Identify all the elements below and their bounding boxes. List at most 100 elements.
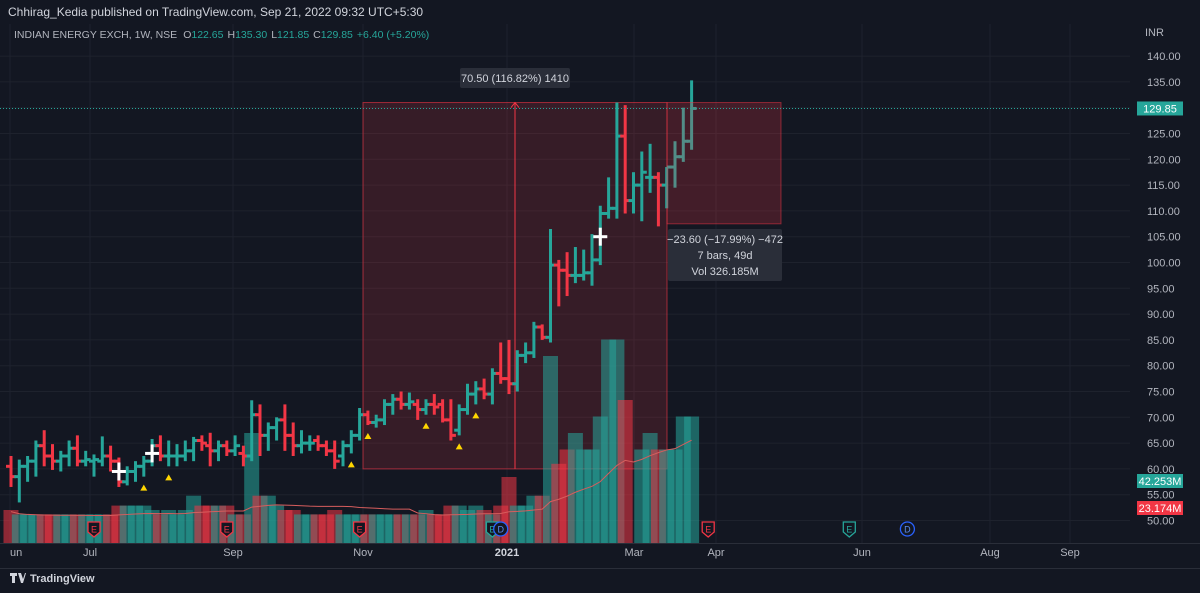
volume-bar	[684, 416, 700, 543]
ohlc-bar	[196, 435, 207, 451]
ohlc-bar	[213, 440, 224, 462]
price-chart[interactable]: 70.50 (116.82%) 1410 −23.60 (−17.99%) −47…	[0, 24, 1200, 568]
volume-ma-badge	[1137, 501, 1183, 515]
y-tick-label: 125.00	[1147, 129, 1181, 141]
range-label-2-line: Vol 326.185M	[691, 266, 758, 278]
ohlc-bar	[138, 456, 149, 477]
x-tick-label: 2021	[495, 547, 519, 559]
y-tick-label: 100.00	[1147, 258, 1181, 270]
y-tick-label: 50.00	[1147, 516, 1175, 528]
legend-o-value: 122.65	[191, 29, 223, 41]
y-tick-label: 65.00	[1147, 438, 1175, 450]
range-label-bg-1	[460, 68, 570, 88]
ohlc-bar	[429, 394, 440, 415]
ohlc-bar	[279, 404, 290, 451]
event-badge: E	[701, 521, 715, 538]
earnings-badge-shape	[220, 521, 234, 538]
ohlc-bar	[288, 422, 299, 456]
signal-marker-triangle	[347, 461, 355, 468]
y-tick-label: 110.00	[1147, 206, 1180, 218]
range-label-bg-2	[668, 229, 782, 281]
volume-badge	[1137, 474, 1183, 488]
y-tick-label: 80.00	[1147, 361, 1175, 373]
legend-change: +6.40 (+5.20%)	[357, 29, 429, 41]
ohlc-bar	[97, 436, 108, 467]
event-badge-label: D	[497, 525, 504, 535]
earnings-badge-shape	[842, 521, 856, 538]
ohlc-bar	[346, 430, 357, 454]
event-badge: E	[352, 521, 367, 538]
currency-label: INR	[1145, 27, 1164, 39]
event-badge-label: E	[91, 525, 97, 535]
event-badge-label: E	[489, 525, 495, 535]
tradingview-logo[interactable]: TradingView	[10, 573, 95, 585]
event-badge: E	[842, 521, 856, 538]
legend-l-label: L	[271, 29, 277, 41]
volume-bar	[617, 400, 633, 543]
legend-symbol: INDIAN ENERGY EXCH, 1W, NSE	[14, 29, 177, 41]
footer-bar: TradingView	[0, 568, 1200, 593]
y-tick-label: 120.00	[1147, 154, 1181, 166]
ohlc-bar	[163, 440, 174, 467]
ohlc-bar	[230, 435, 241, 456]
y-tick-label: 75.00	[1147, 387, 1175, 399]
ohlc-bar	[80, 450, 91, 467]
earnings-badge-shape	[352, 521, 367, 538]
x-tick-label: Mar	[625, 547, 644, 559]
dividend-badge-circle	[899, 521, 916, 537]
ohlc-bar	[636, 151, 647, 222]
ohlc-bar	[55, 450, 66, 472]
publish-line: Chhirag_Kedia published on TradingView.c…	[8, 5, 424, 19]
earnings-badge-shape	[701, 521, 715, 538]
legend-h-label: H	[227, 29, 235, 41]
tradingview-logo-icon	[10, 573, 26, 583]
ohlc-bar	[304, 435, 315, 451]
x-tick-label: Jul	[83, 547, 97, 559]
volume-bars	[3, 339, 700, 543]
range-label-2-line: 7 bars, 49d	[697, 250, 752, 262]
event-badge-label: E	[705, 525, 711, 535]
price-range-measure-2: −23.60 (−17.99%) −472 7 bars, 49d Vol 326.…	[666, 102, 783, 281]
ohlc-bar	[47, 444, 58, 470]
ohlc-bar	[39, 430, 50, 467]
volume-ma-value-text: 23.174M	[1139, 503, 1182, 515]
range-box-2	[666, 102, 782, 225]
y-tick-label: 90.00	[1147, 309, 1175, 321]
earnings-badge-shape	[87, 521, 101, 538]
y-tick-label: 60.00	[1147, 464, 1175, 476]
legend-l-value: 121.85	[277, 29, 309, 41]
x-tick-label: Aug	[980, 547, 1000, 559]
x-tick-label: Apr	[707, 547, 724, 559]
ohlc-bar	[686, 80, 697, 150]
ohlc-bar	[105, 445, 116, 472]
range-label-2-line: −23.60 (−17.99%) −472	[667, 234, 783, 246]
event-badge-label: E	[846, 525, 852, 535]
event-badge-label: E	[224, 525, 230, 535]
x-tick-label: un	[10, 547, 22, 559]
brand-name: TradingView	[30, 573, 95, 585]
ohlc-bar	[404, 392, 415, 410]
y-tick-label: 115.00	[1147, 180, 1180, 192]
y-tick-label: 85.00	[1147, 335, 1175, 347]
x-tick-label: Sep	[223, 547, 243, 559]
event-badge-label: E	[357, 525, 363, 535]
event-badge: E	[220, 521, 234, 538]
x-tick-label: Sep	[1060, 547, 1080, 559]
legend-o-label: O	[183, 29, 191, 41]
event-badge: D	[899, 521, 916, 537]
y-tick-label: 55.00	[1147, 490, 1175, 502]
volume-value-text: 42.253M	[1139, 476, 1182, 488]
legend-c-value: 129.85	[321, 29, 353, 41]
range-label-1: 70.50 (116.82%) 1410	[461, 73, 569, 85]
ohlc-bar	[64, 440, 75, 467]
signal-marker-triangle	[422, 422, 430, 429]
ohlc-bar	[130, 461, 141, 482]
time-axis: un Jul Sep Nov 2021 Mar Apr Jun Aug Sep	[0, 543, 1200, 559]
x-tick-label: Nov	[353, 547, 373, 559]
range-arrow-head-1	[510, 101, 520, 108]
dividend-badge-circle	[493, 521, 509, 537]
last-price-text: 129.85	[1143, 103, 1177, 115]
y-tick-label: 70.00	[1147, 412, 1175, 424]
signal-marker-triangle	[364, 433, 372, 440]
